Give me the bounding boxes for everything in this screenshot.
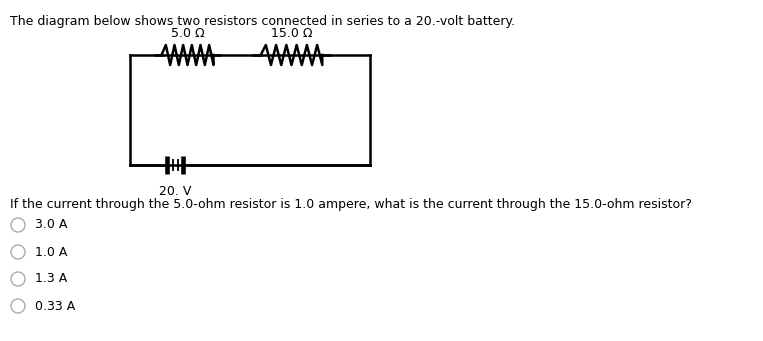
- Text: 1.0 A: 1.0 A: [35, 246, 67, 258]
- Text: 20. V: 20. V: [159, 185, 192, 198]
- Text: 5.0 Ω: 5.0 Ω: [171, 27, 204, 40]
- Text: 1.3 A: 1.3 A: [35, 272, 67, 285]
- Text: 15.0 Ω: 15.0 Ω: [271, 27, 312, 40]
- Text: If the current through the 5.0-ohm resistor is 1.0 ampere, what is the current t: If the current through the 5.0-ohm resis…: [10, 198, 692, 211]
- Text: 0.33 A: 0.33 A: [35, 299, 76, 312]
- Text: The diagram below shows two resistors connected in series to a 20.-volt battery.: The diagram below shows two resistors co…: [10, 15, 515, 28]
- Text: 3.0 A: 3.0 A: [35, 219, 67, 232]
